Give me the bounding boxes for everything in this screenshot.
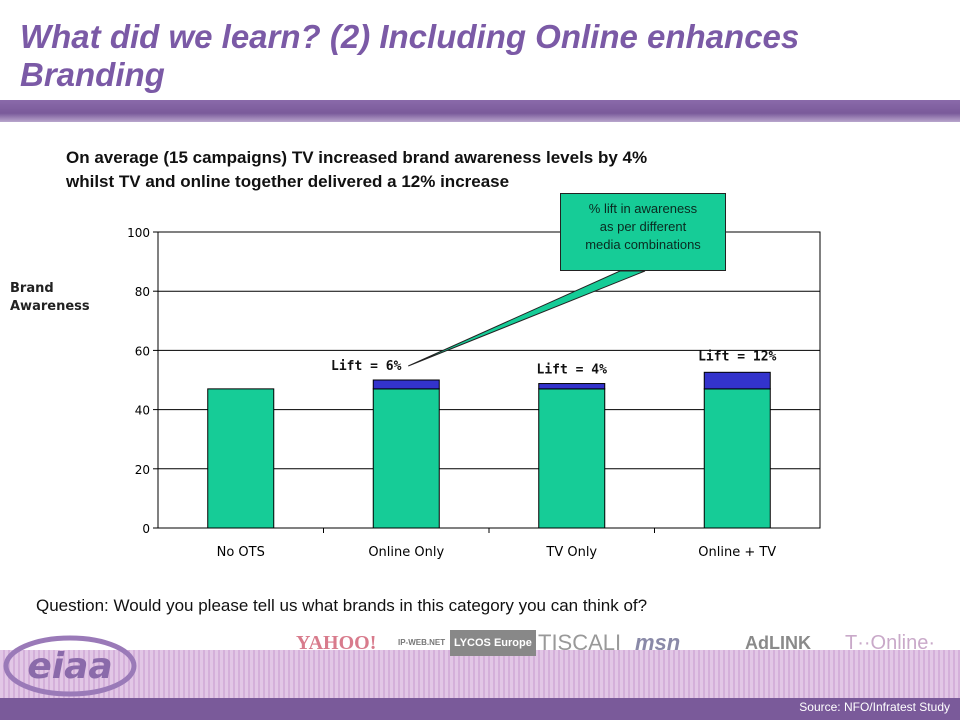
- lift-annotation: Lift = 6%: [331, 359, 402, 374]
- x-tick-label: Online Only: [368, 545, 444, 560]
- lift-annotation: Lift = 12%: [698, 349, 776, 364]
- callout-line-3: media combinations: [585, 237, 701, 252]
- y-tick-label: 80: [135, 285, 150, 299]
- callout-line-2: as per different: [599, 219, 687, 234]
- t-online-logo: T··Online·: [845, 632, 936, 654]
- slide-title: What did we learn? (2) Including Online …: [20, 18, 800, 93]
- svg-text:eiaa: eiaa: [27, 646, 112, 687]
- bar-lift: [372, 379, 440, 390]
- x-tick-label: No OTS: [217, 545, 265, 560]
- bar-lift: [538, 383, 606, 390]
- footer-bar: [0, 698, 960, 720]
- bottom-decor-band: [0, 650, 960, 698]
- lycos-logo: LYCOS Europe: [450, 630, 536, 656]
- msn-logo: msn: [635, 630, 681, 655]
- brand-awareness-chart: 0 20 40 60 80 100 No OTS Online Only Lift = 6% TV…: [127, 226, 821, 560]
- bar-lift: [703, 371, 771, 390]
- bar-base: [703, 388, 771, 529]
- source-note: Source: NFO/Infratest Study: [799, 700, 950, 714]
- bar-base: [207, 388, 275, 529]
- eiaa-logo: eiaa: [3, 635, 137, 697]
- x-tick-label: Online + TV: [698, 545, 776, 560]
- survey-question: Question: Would you please tell us what …: [36, 596, 648, 615]
- bar-base: [372, 388, 440, 529]
- y-tick-label: 20: [135, 463, 150, 477]
- callout-pointer: [408, 270, 646, 367]
- tiscali-logo: TISCALI: [538, 630, 622, 655]
- y-tick-label: 60: [135, 344, 150, 358]
- subtitle-line-1: On average (15 campaigns) TV increased b…: [66, 148, 648, 167]
- y-axis-label: Brand Awareness: [10, 280, 105, 316]
- bar-base: [538, 388, 606, 529]
- y-axis-label-text: Brand Awareness: [10, 281, 90, 314]
- title-band: [0, 100, 960, 122]
- callout-line-1: % lift in awareness: [588, 201, 698, 216]
- adlink-logo: AdLINK: [745, 633, 811, 653]
- y-tick-label: 100: [127, 226, 150, 240]
- partner-logos: YAHOO! IP-WEB.NET LYCOS Europe TISCALI m…: [290, 626, 955, 662]
- slide-subtitle: On average (15 campaigns) TV increased b…: [66, 146, 866, 194]
- subtitle-line-2: whilst TV and online together delivered …: [66, 172, 510, 191]
- callout-box: % lift in awareness as per different med…: [560, 193, 726, 271]
- ipweb-logo: IP-WEB.NET: [398, 638, 446, 647]
- yahoo-logo: YAHOO!: [296, 632, 377, 654]
- x-tick-label: TV Only: [545, 545, 597, 560]
- y-tick-label: 40: [135, 404, 150, 418]
- lift-annotation: Lift = 4%: [537, 363, 608, 378]
- y-tick-label: 0: [142, 522, 150, 536]
